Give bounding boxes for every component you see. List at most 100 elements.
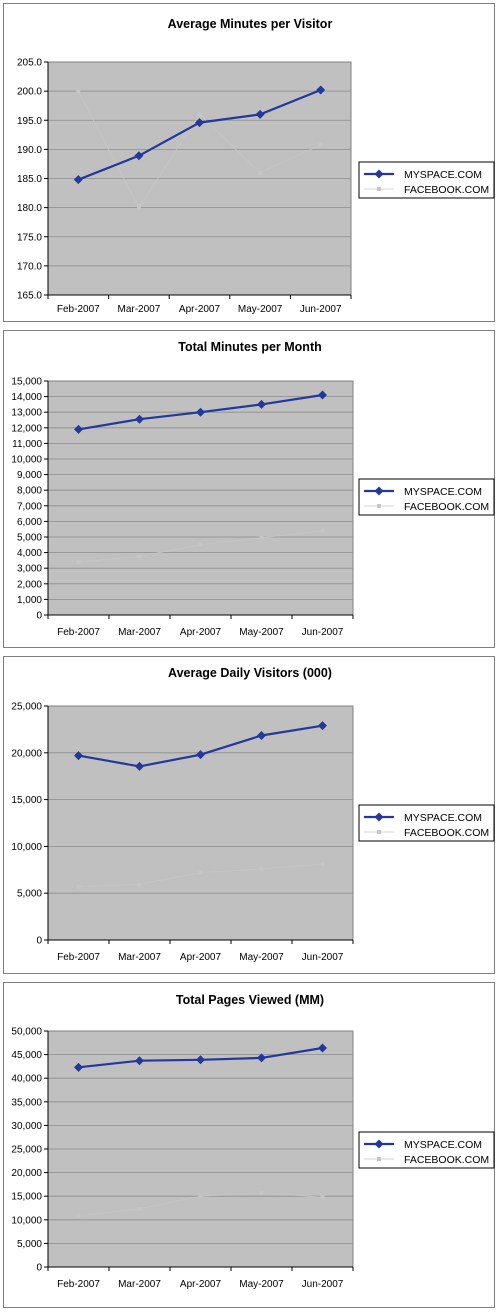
x-tick-label: Jun-2007 bbox=[300, 304, 342, 315]
facebook-data-point bbox=[318, 142, 323, 147]
y-tick-label: 15,000 bbox=[11, 1192, 42, 1203]
legend-myspace-marker bbox=[374, 1139, 384, 1149]
facebook-data-point bbox=[198, 870, 203, 875]
facebook-data-point bbox=[320, 528, 325, 533]
x-tick-label: May-2007 bbox=[239, 1279, 284, 1290]
legend-myspace-label: MYSPACE.COM bbox=[404, 1139, 482, 1151]
y-tick-label: 2,000 bbox=[17, 579, 42, 590]
y-tick-label: 0 bbox=[36, 1263, 42, 1274]
chart-svg: Total Minutes per Month 0 1,000 2,000 3,000 4… bbox=[11, 340, 495, 638]
legend-myspace-label: MYSPACE.COM bbox=[404, 812, 482, 824]
myspace-data-point bbox=[318, 1043, 327, 1053]
plot-area bbox=[47, 705, 354, 941]
myspace-data-point bbox=[196, 750, 205, 760]
plot-area bbox=[47, 380, 354, 616]
facebook-data-point bbox=[76, 1213, 81, 1218]
facebook-data-point bbox=[76, 559, 81, 564]
myspace-data-point bbox=[196, 1055, 205, 1065]
y-tick-label: 30,000 bbox=[11, 1121, 42, 1132]
y-tick-label: 20,000 bbox=[11, 748, 42, 759]
y-tick-label: 9,000 bbox=[17, 470, 42, 481]
legend-facebook-label: FACEBOOK.COM bbox=[404, 827, 489, 839]
x-tick-label: Feb-2007 bbox=[57, 304, 100, 315]
facebook-data-point bbox=[136, 205, 141, 210]
x-tick-label: Feb-2007 bbox=[57, 1279, 100, 1290]
legend-myspace-marker bbox=[374, 169, 384, 179]
legend-myspace-label: MYSPACE.COM bbox=[404, 486, 482, 498]
y-tick-label: 185.0 bbox=[17, 174, 42, 185]
y-tick-label: 175.0 bbox=[17, 232, 42, 243]
x-tick-label: May-2007 bbox=[238, 304, 283, 315]
legend-facebook-label: FACEBOOK.COM bbox=[404, 1154, 489, 1166]
y-tick-label: 6,000 bbox=[17, 517, 42, 528]
y-tick-label: 190.0 bbox=[17, 145, 42, 156]
x-tick-label: Jun-2007 bbox=[302, 1279, 344, 1290]
myspace-data-point bbox=[135, 414, 144, 424]
facebook-data-point bbox=[258, 170, 263, 175]
myspace-data-point bbox=[257, 1053, 266, 1063]
y-tick-label: 40,000 bbox=[11, 1074, 42, 1085]
legend-facebook-marker bbox=[377, 504, 381, 508]
facebook-data-point bbox=[76, 89, 81, 94]
legend-facebook-label: FACEBOOK.COM bbox=[404, 501, 489, 513]
x-tick-label: Mar-2007 bbox=[118, 952, 161, 963]
chart-svg: Average Minutes per Visitor 165.0 170.0 175… bbox=[17, 17, 495, 315]
x-tick-label: Jun-2007 bbox=[302, 952, 344, 963]
myspace-data-point bbox=[135, 1056, 144, 1066]
legend-box bbox=[358, 161, 495, 199]
y-tick-label: 14,000 bbox=[11, 392, 42, 403]
y-tick-label: 200.0 bbox=[17, 87, 42, 98]
x-tick-label: May-2007 bbox=[239, 627, 284, 638]
chart-panel-daily-visitors: Average Daily Visitors (000) 0 5,000 10,000… bbox=[3, 656, 495, 974]
facebook-data-point bbox=[198, 542, 203, 547]
y-tick-label: 45,000 bbox=[11, 1050, 42, 1061]
y-tick-label: 0 bbox=[36, 936, 42, 947]
legend-myspace-marker bbox=[374, 486, 384, 496]
myspace-data-point bbox=[74, 751, 83, 761]
chart-title: Average Minutes per Visitor bbox=[168, 17, 333, 31]
y-tick-label: 195.0 bbox=[17, 116, 42, 127]
myspace-data-point bbox=[257, 399, 266, 409]
facebook-data-point bbox=[76, 884, 81, 889]
y-tick-label: 7,000 bbox=[17, 501, 42, 512]
y-tick-label: 10,000 bbox=[11, 455, 42, 466]
x-tick-label: May-2007 bbox=[239, 952, 284, 963]
y-tick-label: 50,000 bbox=[11, 1027, 42, 1038]
y-tick-label: 12,000 bbox=[11, 423, 42, 434]
x-tick-label: Apr-2007 bbox=[180, 627, 222, 638]
myspace-data-point bbox=[196, 407, 205, 417]
myspace-data-point bbox=[255, 109, 265, 119]
chart-panel-pages-viewed: Total Pages Viewed (MM) 0 5,000 10,000 15,00… bbox=[3, 982, 495, 1308]
x-tick-label: Mar-2007 bbox=[118, 1279, 161, 1290]
x-tick-label: Mar-2007 bbox=[117, 304, 160, 315]
y-tick-label: 8,000 bbox=[17, 486, 42, 497]
myspace-data-point bbox=[73, 175, 83, 185]
y-tick-label: 10,000 bbox=[11, 1215, 42, 1226]
chart-panel-total-minutes: Total Minutes per Month 0 1,000 2,000 3,000 4… bbox=[3, 330, 495, 648]
y-tick-label: 11,000 bbox=[12, 439, 42, 450]
legend-facebook-marker bbox=[377, 187, 381, 191]
y-tick-label: 170.0 bbox=[17, 261, 42, 272]
x-tick-label: Apr-2007 bbox=[180, 952, 222, 963]
y-tick-label: 165.0 bbox=[17, 291, 42, 302]
chart-svg: Average Daily Visitors (000) 0 5,000 10,000… bbox=[11, 666, 495, 963]
chart-svg: Total Pages Viewed (MM) 0 5,000 10,000 15,00… bbox=[11, 993, 495, 1290]
legend-facebook-label: FACEBOOK.COM bbox=[404, 184, 489, 196]
myspace-data-point bbox=[257, 730, 266, 740]
facebook-data-point bbox=[259, 535, 264, 540]
chart-title: Total Pages Viewed (MM) bbox=[176, 993, 324, 1007]
y-tick-label: 20,000 bbox=[11, 1168, 42, 1179]
myspace-data-point bbox=[195, 118, 204, 128]
y-tick-label: 35,000 bbox=[11, 1097, 42, 1108]
facebook-data-point bbox=[137, 1206, 142, 1211]
y-tick-label: 205.0 bbox=[17, 58, 42, 69]
y-tick-label: 5,000 bbox=[17, 1239, 42, 1250]
myspace-data-point bbox=[316, 85, 326, 95]
facebook-data-point bbox=[259, 1190, 264, 1195]
legend-box bbox=[358, 804, 495, 842]
y-tick-label: 15,000 bbox=[11, 795, 42, 806]
legend-box bbox=[358, 1131, 495, 1169]
legend-facebook-marker bbox=[377, 830, 381, 834]
myspace-data-point bbox=[318, 721, 327, 731]
x-tick-label: Feb-2007 bbox=[57, 952, 100, 963]
